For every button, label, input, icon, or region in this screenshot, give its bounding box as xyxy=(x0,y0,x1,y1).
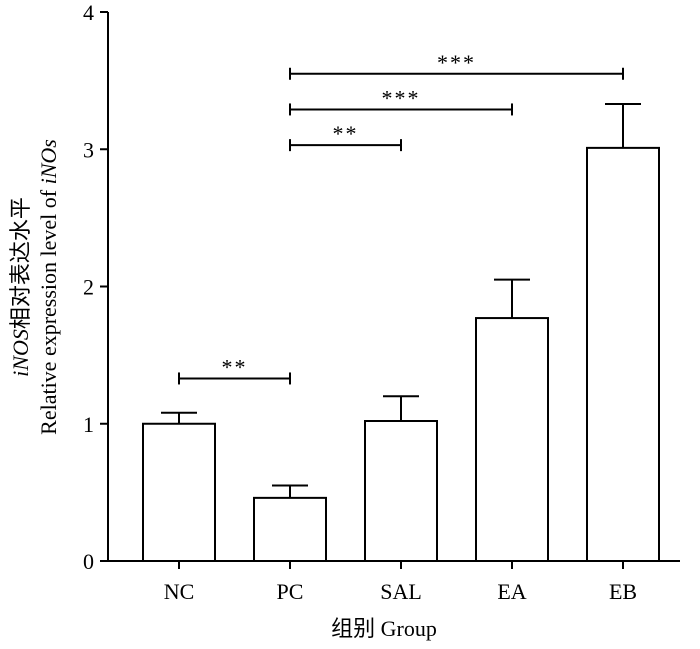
y-tick-label: 2 xyxy=(83,275,94,300)
y-tick-label: 0 xyxy=(83,549,94,574)
y-tick-label: 3 xyxy=(83,137,94,162)
svg-text:iNOS相对表达水平: iNOS相对表达水平 xyxy=(8,197,33,377)
x-tick-label: PC xyxy=(277,579,304,604)
x-tick-label: EB xyxy=(609,579,637,604)
bar xyxy=(475,317,549,562)
y-axis-title-2-italic: iNOs xyxy=(36,139,61,184)
y-axis-title-1-rest: 相对表达水平 xyxy=(8,197,33,329)
x-axis-title: 组别 Group xyxy=(331,616,437,641)
x-tick-label: NC xyxy=(164,579,195,604)
y-axis-title-2: Relative expression level of iNOs xyxy=(36,139,61,435)
significance-label: *** xyxy=(382,85,421,110)
y-axis-title-2-prefix: Relative expression level of xyxy=(36,184,61,434)
x-tick-label: SAL xyxy=(380,579,422,604)
svg-text:Relative expression level of i: Relative expression level of iNOs xyxy=(36,139,61,435)
bar xyxy=(586,146,660,562)
y-axis-title-1: iNOS相对表达水平 xyxy=(8,197,33,377)
significance-label: ** xyxy=(333,121,359,146)
y-tick-label: 1 xyxy=(83,412,94,437)
significance-label: *** xyxy=(437,50,476,75)
bar xyxy=(142,422,216,562)
bar xyxy=(364,420,438,562)
significance-label: ** xyxy=(222,354,248,379)
bar xyxy=(253,496,327,562)
x-tick-label: EA xyxy=(497,579,526,604)
y-axis-title-1-italic: iNOS xyxy=(8,329,33,377)
y-tick-label: 4 xyxy=(83,0,94,25)
